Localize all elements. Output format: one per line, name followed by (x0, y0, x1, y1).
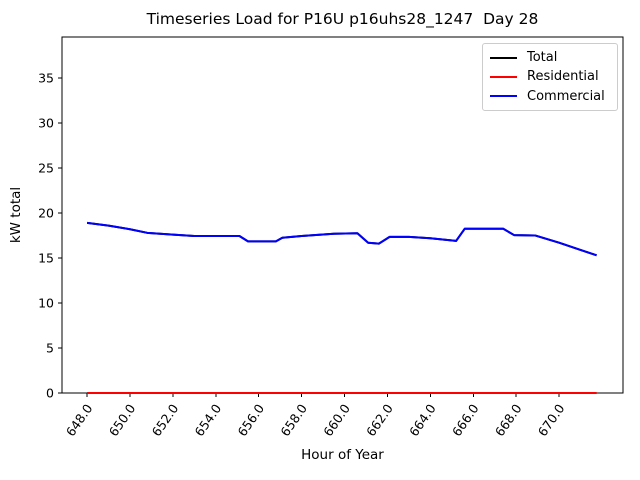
y-tick-label: 15 (38, 251, 54, 266)
x-tick-label: 664.0 (406, 401, 439, 439)
legend-line-sample (490, 95, 517, 98)
x-tick-label: 654.0 (191, 401, 224, 439)
x-tick-label: 658.0 (277, 401, 310, 439)
legend-line-sample (490, 75, 517, 78)
x-tick-label: 666.0 (449, 401, 482, 439)
legend-entry-commercial: Commercial (490, 87, 611, 106)
x-tick-label: 660.0 (320, 401, 353, 439)
y-axis-label: kW total (8, 186, 24, 244)
x-tick-label: 670.0 (535, 401, 568, 439)
legend-label: Residential (527, 69, 599, 85)
x-tick-label: 650.0 (106, 401, 139, 439)
chart-title: Timeseries Load for P16U p16uhs28_1247 D… (146, 10, 539, 28)
x-tick-label: 652.0 (149, 401, 182, 439)
y-tick-label: 0 (46, 386, 54, 401)
y-tick-label: 35 (38, 71, 54, 86)
legend-label: Total (527, 50, 558, 66)
x-axis-label: Hour of Year (301, 447, 384, 463)
y-tick-label: 25 (38, 161, 54, 176)
x-tick-label: 648.0 (63, 401, 96, 439)
y-tick-label: 10 (38, 296, 54, 311)
series-line-total (86, 221, 597, 257)
series-line-commercial (86, 221, 597, 257)
legend-label: Commercial (527, 88, 605, 104)
legend-entry-residential: Residential (490, 67, 611, 86)
x-tick-label: 668.0 (492, 401, 525, 439)
legend: Total Residential Commercial (482, 43, 618, 111)
y-tick-label: 30 (38, 116, 54, 131)
x-tick-label: 656.0 (234, 401, 267, 439)
y-tick-label: 20 (38, 206, 54, 221)
x-tick-label: 662.0 (363, 401, 396, 439)
y-tick-label: 5 (46, 341, 54, 356)
legend-entry-total: Total (490, 48, 611, 67)
legend-line-sample (490, 56, 517, 59)
